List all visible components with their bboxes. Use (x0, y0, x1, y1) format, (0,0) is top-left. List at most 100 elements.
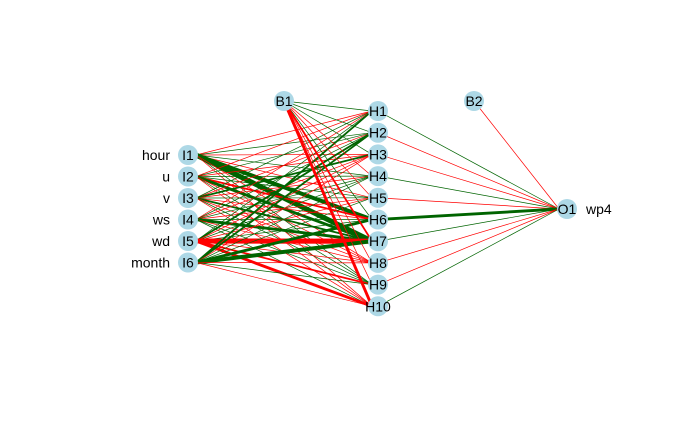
node-b1: B1 (274, 91, 294, 111)
edge-b1-h3 (283, 100, 373, 155)
node-i3: I3 (178, 188, 198, 208)
node-h9: H9 (368, 274, 388, 295)
node-h8: H8 (368, 252, 388, 273)
node-label: B2 (465, 93, 482, 109)
node-b2: B2 (464, 91, 484, 111)
node-i5: I5 (178, 231, 198, 251)
node-h2: H2 (368, 122, 388, 143)
node-i2: I2 (178, 166, 198, 187)
node-circle (178, 252, 198, 273)
node-label: H9 (369, 277, 387, 293)
node-label: I2 (182, 169, 194, 185)
node-label: I4 (182, 212, 194, 228)
edge-h9-o1 (377, 208, 560, 285)
node-h6: H6 (368, 209, 388, 230)
node-label: I6 (182, 255, 194, 271)
node-label: H1 (369, 103, 387, 119)
node-circle (557, 199, 577, 219)
node-i6: I6 (178, 252, 198, 273)
node-i1: I1 (178, 145, 198, 165)
node-label: H3 (369, 146, 387, 162)
input-variable-label-v: v (163, 190, 170, 206)
node-circle (274, 91, 294, 111)
edge-i4-h1 (195, 110, 373, 220)
edge-i6-h4 (195, 175, 373, 263)
edge-i6-h6 (195, 218, 373, 264)
node-label: I1 (182, 147, 194, 163)
node-circle (368, 209, 388, 230)
node-circle (368, 166, 388, 187)
node-label: H7 (369, 233, 387, 249)
node-label: H4 (369, 168, 387, 184)
node-i4: I4 (178, 209, 198, 230)
edge-h6-o1 (377, 207, 560, 221)
edge-i6-h3 (195, 154, 373, 263)
input-variable-label-u: u (162, 169, 170, 185)
node-circle (368, 122, 388, 143)
edge-i2-h1 (195, 110, 373, 177)
node-h10: H10 (365, 296, 391, 317)
edge-h3-o1 (377, 154, 560, 210)
node-label: I5 (182, 233, 194, 249)
edge-i3-h1 (195, 110, 373, 199)
edge-i6-h9 (195, 262, 373, 285)
node-o1: O1 (557, 199, 577, 219)
edge-i6-h7 (195, 239, 373, 265)
edge-b1-h4 (283, 100, 373, 177)
node-label: H2 (369, 125, 387, 141)
edge-b2-o1 (473, 100, 560, 210)
node-h7: H7 (368, 231, 388, 252)
input-variable-label-ws: ws (152, 212, 170, 228)
node-label: H10 (365, 298, 391, 314)
edge-h7-o1 (377, 208, 560, 242)
node-circle (178, 209, 198, 230)
node-circle (178, 166, 198, 187)
edge-b1-h8 (283, 100, 373, 264)
output-variable-label: wp4 (585, 201, 612, 217)
node-circle (178, 145, 198, 165)
edge-b1-h6 (283, 100, 373, 220)
edge-h10-o1 (377, 208, 560, 307)
node-label: I3 (182, 190, 194, 206)
edge-b1-h7 (283, 100, 373, 242)
node-circle (368, 252, 388, 273)
node-circle (464, 91, 484, 111)
edge-h8-o1 (377, 208, 560, 264)
node-h4: H4 (368, 166, 388, 187)
connection-weights (194, 100, 560, 308)
edge-b1-h1 (283, 100, 373, 112)
node-circle (368, 274, 388, 295)
edge-i5-h1 (195, 110, 373, 242)
variable-labels: hour uv ws wd month wp4 (131, 147, 612, 271)
node-label: H5 (369, 190, 387, 206)
node-circle (368, 144, 388, 165)
node-h1: H1 (368, 101, 388, 121)
edge-i6-h2 (195, 131, 373, 264)
edge-h4-o1 (377, 175, 560, 210)
input-variable-label-hour: hour (142, 147, 170, 163)
node-circle (178, 188, 198, 208)
node-circle (368, 231, 388, 252)
node-h3: H3 (368, 144, 388, 165)
edge-h5-o1 (377, 197, 560, 210)
edge-b1-h5 (283, 100, 373, 199)
network-nodes: I1 I2 I3 I4 I5 I6 H1 H2 H3 H4 H5 H6 H7 H8 H9 H10 B1 B2 O1 (178, 91, 577, 317)
node-circle (368, 187, 388, 208)
input-variable-label-month: month (131, 255, 170, 271)
node-label: B1 (275, 93, 292, 109)
node-label: H6 (369, 212, 387, 228)
node-circle (368, 101, 388, 121)
node-circle (368, 296, 388, 317)
node-label: H8 (369, 255, 387, 271)
node-label: O1 (558, 201, 577, 217)
edge-b1-h2 (283, 100, 373, 134)
edge-h1-o1 (377, 110, 560, 210)
edge-i6-h10 (195, 262, 373, 307)
edge-i1-h1 (195, 110, 373, 156)
node-h5: H5 (368, 187, 388, 208)
edge-h2-o1 (377, 132, 560, 210)
input-variable-label-wd: wd (151, 233, 170, 249)
node-circle (178, 231, 198, 251)
edge-b1-h10 (282, 100, 374, 307)
